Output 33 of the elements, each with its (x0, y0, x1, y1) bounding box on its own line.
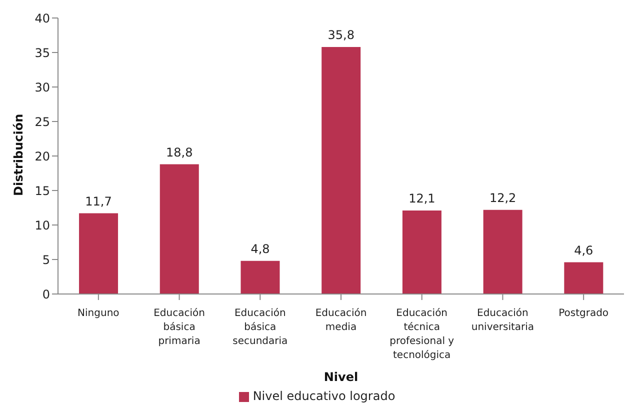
x-tick-label: Educación técnica profesional y tecnológica (390, 308, 454, 361)
y-tick-label: 30 (34, 80, 50, 94)
y-tick-label: 20 (34, 149, 50, 164)
bar (402, 210, 442, 294)
bar (79, 213, 118, 294)
y-tick-label: 40 (34, 11, 50, 26)
legend-label: Nivel educativo logrado (252, 389, 396, 403)
data-label: 12,1 (408, 192, 436, 206)
y-tick-label: 25 (34, 114, 50, 129)
data-label: 12,2 (489, 190, 516, 205)
y-tick-label: 5 (42, 252, 50, 267)
x-tick-label: Postgrado (558, 308, 609, 319)
x-tick-label: Educación básica secundaria (232, 308, 288, 347)
bar (160, 164, 199, 294)
bar (322, 46, 361, 294)
y-tick-label: 15 (34, 184, 50, 198)
data-label: 11,7 (85, 194, 112, 208)
x-tick-label: Educación universitaria (471, 308, 534, 333)
y-axis-title: Distribución (11, 114, 26, 196)
data-label: 18,8 (166, 145, 193, 160)
x-axis-title: Nivel (324, 370, 358, 384)
x-tick-label: Educación básica primaria (154, 308, 205, 347)
y-tick-label: 0 (42, 287, 50, 302)
x-tick-label: Educación media (315, 308, 367, 333)
bar (240, 260, 280, 294)
bar (483, 210, 522, 294)
x-tick-label: Ninguno (78, 308, 120, 319)
data-label: 35,8 (328, 28, 354, 42)
data-label: 4,8 (250, 242, 270, 256)
data-label: 4,6 (574, 243, 594, 258)
bar (564, 262, 604, 294)
y-tick-label: 35 (34, 46, 50, 60)
y-tick-label: 10 (34, 218, 50, 232)
